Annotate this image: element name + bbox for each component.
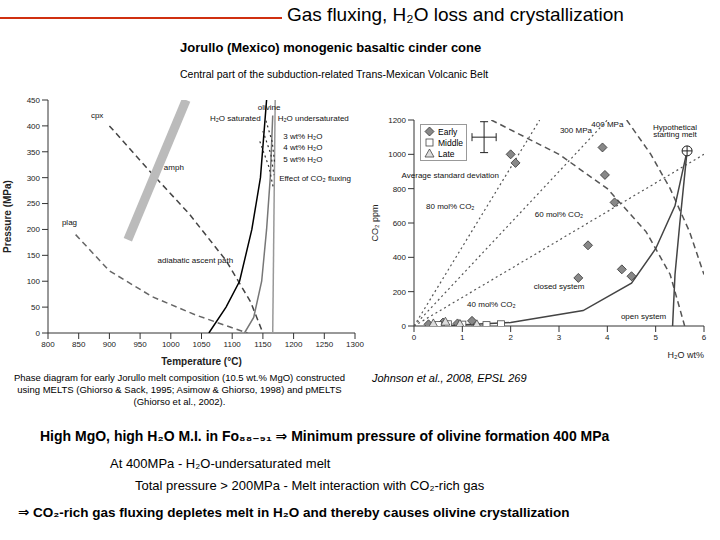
svg-text:200: 200 <box>393 288 407 297</box>
svg-text:1: 1 <box>460 333 465 342</box>
svg-text:starting melt: starting melt <box>653 130 697 139</box>
html-text:Johnson et al., 2008, EPSL 269: Johnson et al., 2008, EPSL 269 <box>372 372 527 384</box>
html-text:Total pressure > 200MPa - Melt: Total pressure > 200MPa - Melt interacti… <box>135 478 485 493</box>
svg-text:0: 0 <box>412 333 417 342</box>
svg-text:adiabatic ascent path: adiabatic ascent path <box>158 256 234 265</box>
svg-text:open system: open system <box>621 312 667 321</box>
svg-text:400 MPa: 400 MPa <box>591 120 624 129</box>
svg-text:H₂O saturated: H₂O saturated <box>210 114 261 123</box>
svg-text:850: 850 <box>72 340 86 349</box>
svg-text:80 mol% CO₂: 80 mol% CO₂ <box>426 202 474 211</box>
svg-text:1300: 1300 <box>346 340 364 349</box>
html-text:Phase diagram for early Jorull: Phase diagram for early Jorullo melt com… <box>14 372 345 407</box>
svg-text:H₂O wt%: H₂O wt% <box>668 350 705 360</box>
svg-text:600: 600 <box>393 219 407 228</box>
svg-text:300: 300 <box>27 174 41 183</box>
svg-text:800: 800 <box>393 185 407 194</box>
svg-text:3 wt% H₂O: 3 wt% H₂O <box>283 132 322 141</box>
svg-text:1000: 1000 <box>388 150 406 159</box>
svg-text:Temperature (°C): Temperature (°C) <box>161 356 242 367</box>
svg-text:50: 50 <box>31 303 40 312</box>
svg-text:olivine: olivine <box>258 103 281 112</box>
svg-text:300 MPa: 300 MPa <box>560 126 593 135</box>
html-text:Middle: Middle <box>438 137 463 148</box>
svg-text:950: 950 <box>133 340 147 349</box>
svg-text:Hypothetical: Hypothetical <box>653 122 697 132</box>
svg-text:amph: amph <box>164 163 184 172</box>
svg-text:800: 800 <box>41 340 55 349</box>
svg-text:5: 5 <box>653 333 658 342</box>
svg-text:0: 0 <box>36 329 41 338</box>
svg-text:0: 0 <box>402 322 407 331</box>
svg-text:1050: 1050 <box>193 340 211 349</box>
html-text:At 400MPa - H₂O-undersaturated: At 400MPa - H₂O-undersaturated melt <box>110 456 331 471</box>
svg-text:closed system: closed system <box>534 282 585 291</box>
svg-text:1150: 1150 <box>254 340 272 349</box>
html-text:Late: Late <box>438 148 455 159</box>
svg-text:1250: 1250 <box>315 340 333 349</box>
svg-text:400: 400 <box>27 122 41 131</box>
svg-text:1100: 1100 <box>224 340 242 349</box>
svg-text:3: 3 <box>557 333 562 342</box>
svg-text:5 wt% H₂O: 5 wt% H₂O <box>283 155 322 164</box>
svg-text:250: 250 <box>27 199 41 208</box>
svg-text:4: 4 <box>605 333 610 342</box>
svg-text:1200: 1200 <box>285 340 303 349</box>
html-text:Central part of the subduction: Central part of the subduction-related T… <box>180 68 489 80</box>
svg-text:450: 450 <box>27 96 41 105</box>
html-text:Gas fluxing, H₂O loss and crys: Gas fluxing, H₂O loss and crystallizatio… <box>287 4 624 25</box>
svg-text:100: 100 <box>27 277 41 286</box>
svg-text:Pressure (MPa): Pressure (MPa) <box>8 180 13 253</box>
html-text:High MgO, high H₂O M.I. in Fo₈: High MgO, high H₂O M.I. in Fo₈₈₋₉₁ ⇒ Min… <box>40 428 610 444</box>
svg-text:Average standard deviation: Average standard deviation <box>402 171 499 180</box>
svg-text:Effect of CO₂ fluxing: Effect of CO₂ fluxing <box>279 174 351 183</box>
svg-text:cpx: cpx <box>91 111 103 120</box>
svg-text:4 wt% H₂O: 4 wt% H₂O <box>283 143 322 152</box>
svg-text:CO₂ ppm: CO₂ ppm <box>370 204 380 241</box>
html-text:Early: Early <box>438 126 458 137</box>
svg-text:1000: 1000 <box>162 340 180 349</box>
svg-text:1200: 1200 <box>388 116 406 125</box>
svg-text:H₂O undersaturated: H₂O undersaturated <box>278 114 349 123</box>
svg-text:2: 2 <box>508 333 513 342</box>
html-text:Jorullo (Mexico) monogenic bas: Jorullo (Mexico) monogenic basaltic cind… <box>180 40 482 55</box>
svg-text:6: 6 <box>702 333 707 342</box>
svg-text:400: 400 <box>393 253 407 262</box>
html-text:⇒ CO₂-rich gas fluxing deplete: ⇒ CO₂-rich gas fluxing depletes melt in … <box>18 505 570 520</box>
svg-text:350: 350 <box>27 148 41 157</box>
svg-text:60 mol% CO₂: 60 mol% CO₂ <box>535 210 583 219</box>
svg-text:plag: plag <box>62 218 77 227</box>
svg-text:40 mol% CO₂: 40 mol% CO₂ <box>467 300 515 309</box>
svg-text:200: 200 <box>27 225 41 234</box>
svg-text:900: 900 <box>103 340 117 349</box>
svg-text:150: 150 <box>27 251 41 260</box>
